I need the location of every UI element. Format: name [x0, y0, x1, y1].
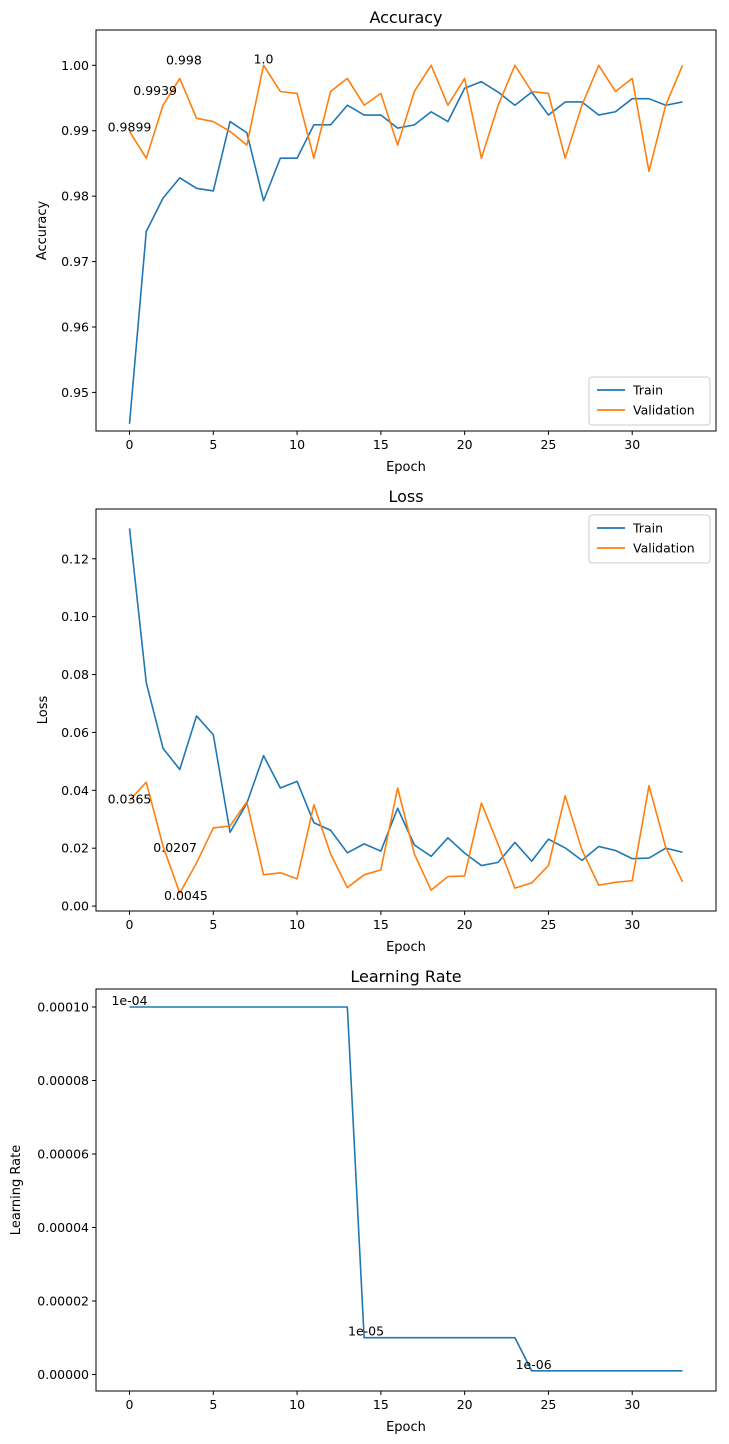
data-label: 0.9939 [133, 83, 177, 98]
data-label: 0.9899 [108, 119, 152, 134]
x-tick-label: 0 [126, 1397, 134, 1412]
y-tick-label: 0.06 [61, 725, 89, 740]
chart-title: Learning Rate [350, 967, 461, 986]
x-tick-label: 20 [457, 917, 473, 932]
x-tick-label: 0 [126, 437, 134, 452]
x-tick-label: 20 [457, 1397, 473, 1412]
x-axis-label: Epoch [386, 1420, 426, 1435]
y-tick-label: 0.04 [61, 783, 89, 798]
data-label: 0.0365 [108, 791, 152, 806]
legend: Train Validation [588, 514, 711, 564]
chart-title: Accuracy [369, 8, 442, 27]
x-tick-label: 5 [209, 437, 217, 452]
data-label: 1.0 [254, 51, 274, 66]
series-line-validation [128, 781, 684, 894]
x-tick-label: 25 [540, 1397, 556, 1412]
chart-title: Loss [388, 487, 423, 506]
y-tick-label: 0.00006 [37, 1146, 89, 1161]
x-tick-label: 10 [289, 1397, 305, 1412]
x-tick-label: 25 [540, 917, 556, 932]
legend-label: Validation [633, 403, 695, 418]
data-label: 0.0207 [153, 840, 197, 855]
x-tick-label: 30 [624, 437, 640, 452]
x-tick-label: 25 [540, 437, 556, 452]
y-axis-label: Accuracy [35, 201, 50, 261]
x-tick-label: 15 [373, 917, 389, 932]
data-label: 0.0045 [164, 888, 208, 903]
legend-label: Train [632, 521, 663, 536]
legend: Train Validation [588, 376, 711, 426]
y-tick-label: 0.00000 [37, 1367, 89, 1382]
data-label: 1e-06 [516, 1357, 552, 1372]
x-tick-label: 20 [457, 437, 473, 452]
x-tick-label: 30 [624, 917, 640, 932]
series-line-train [128, 528, 683, 867]
legend-label: Validation [633, 541, 695, 556]
x-tick-label: 15 [373, 1397, 389, 1412]
x-tick-label: 5 [209, 1397, 217, 1412]
x-tick-label: 10 [289, 437, 305, 452]
legend-box [588, 376, 711, 426]
x-tick-label: 10 [289, 917, 305, 932]
data-label: 1e-04 [111, 993, 147, 1008]
x-tick-label: 15 [373, 437, 389, 452]
data-label: 0.998 [166, 52, 202, 67]
y-tick-label: 0.08 [61, 667, 89, 682]
x-tick-label: 5 [209, 917, 217, 932]
x-tick-label: 0 [126, 917, 134, 932]
series-line-lr [129, 1006, 683, 1372]
x-axis-label: Epoch [386, 940, 426, 955]
chart-1: Accuracy 0 5 10 15 20 25 30 0.95 0.96 0.97 0.98 0.99… [35, 8, 717, 475]
legend-box [588, 514, 711, 564]
y-tick-label: 0.02 [61, 841, 89, 856]
y-tick-label: 0.00010 [37, 1000, 89, 1015]
y-tick-label: 0.96 [61, 319, 89, 334]
y-tick-label: 0.00002 [37, 1293, 89, 1308]
y-tick-label: 0.12 [61, 551, 89, 566]
y-tick-label: 0.98 [61, 189, 89, 204]
chart-2: Loss 0 5 10 15 20 25 30 0.00 0.02 0.04 0.06 0.08 0.10… [36, 487, 717, 955]
series-line-train [128, 80, 683, 424]
y-tick-label: 1.00 [61, 58, 89, 73]
plot-frame [95, 988, 717, 1392]
y-axis-label: Loss [36, 696, 51, 725]
x-tick-label: 30 [624, 1397, 640, 1412]
y-tick-label: 0.95 [61, 385, 89, 400]
y-tick-label: 0.10 [61, 609, 89, 624]
plot-frame [95, 29, 717, 432]
y-axis-label: Learning Rate [9, 1145, 24, 1235]
legend-label: Train [632, 383, 663, 398]
chart-3: Learning Rate 0 5 10 15 20 25 30 0.00000 0.00002 0… [9, 967, 717, 1435]
series-line-validation [128, 64, 684, 173]
plot-frame [95, 508, 717, 912]
y-tick-label: 0.00 [61, 899, 89, 914]
y-tick-label: 0.00008 [37, 1073, 89, 1088]
data-label: 1e-05 [348, 1324, 384, 1339]
x-axis-label: Epoch [386, 460, 426, 475]
y-tick-label: 0.00004 [37, 1220, 89, 1235]
y-tick-label: 0.97 [61, 254, 89, 269]
y-tick-label: 0.99 [61, 123, 89, 138]
